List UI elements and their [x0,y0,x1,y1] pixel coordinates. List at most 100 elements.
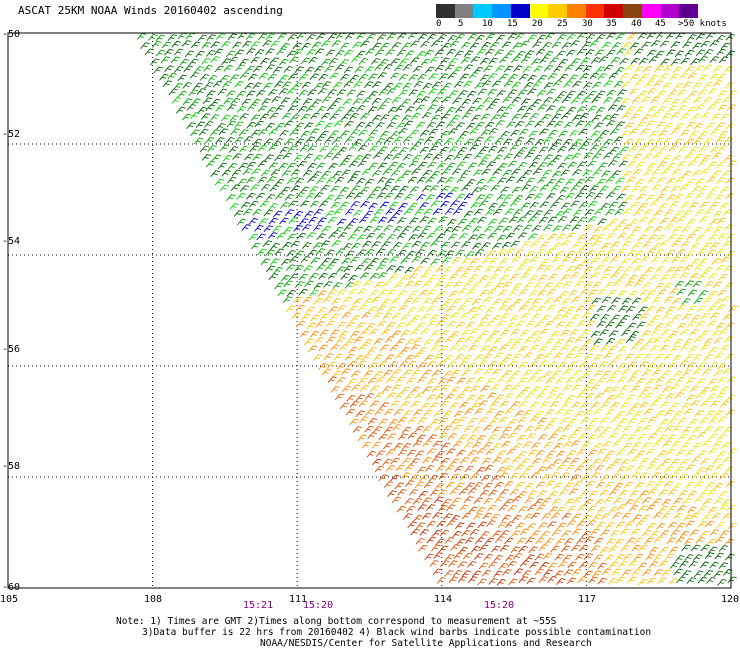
wind-barb [496,578,507,586]
wind-barb [618,560,628,568]
wind-barb [703,425,714,433]
wind-barb [392,241,403,249]
wind-barb [700,168,711,176]
wind-barb [460,312,470,320]
wind-barb [463,425,474,432]
wind-barb [562,424,573,432]
wind-barb [537,433,548,441]
wind-barb [447,34,457,42]
wind-barb [378,289,389,297]
wind-barb [623,266,634,274]
wind-barb [173,82,183,90]
wind-barb [609,128,620,136]
wind-barb [469,258,480,265]
wind-barb [332,97,342,105]
wind-barb [603,352,613,360]
wind-barb [461,257,471,265]
wind-barb [666,537,676,545]
wind-barb [481,154,491,161]
wind-barb [470,201,480,209]
wind-barb [410,57,420,64]
wind-barb [708,447,718,455]
wind-barb [541,385,551,393]
wind-barb [313,154,324,162]
wind-barb [559,186,569,194]
wind-barb [556,578,566,585]
wind-barb [566,106,577,114]
wind-barb [644,266,655,274]
wind-barb [567,505,577,513]
wind-barb [561,457,572,465]
wind-barb [570,58,581,65]
wind-barb [666,434,677,442]
wind-barb [713,298,724,306]
wind-barb [326,176,336,184]
wind-barb [452,530,462,538]
wind-barb [616,48,626,55]
wind-barb [364,121,375,129]
wind-barb [580,329,591,337]
wind-barb [520,112,531,120]
wind-barb [666,49,676,57]
wind-barb [324,353,334,360]
wind-barb [650,96,661,104]
wind-barb [594,264,604,272]
wind-barb [272,66,283,74]
wind-barb [377,162,388,170]
wind-barb [347,176,357,184]
wind-barb [621,154,632,162]
wind-barb [363,297,374,305]
wind-barb [461,512,472,520]
wind-barb [583,409,593,417]
wind-barb [488,127,499,135]
wind-barb [663,353,673,361]
wind-barb [705,32,716,40]
wind-barb [430,330,441,337]
wind-barb [531,58,541,66]
wind-barb [615,177,625,185]
wind-barb [667,505,677,513]
wind-barb [281,81,292,89]
wind-barb [653,80,663,87]
wind-barb [557,215,568,223]
wind-barb [573,352,584,360]
wind-barb [419,216,429,224]
wind-barb [500,186,510,194]
wind-barb [396,322,406,329]
wind-barb [709,561,719,569]
wind-barb [554,426,564,434]
wind-barb [328,57,339,65]
wind-barb [693,570,704,578]
wind-barb [273,137,284,145]
wind-barb [485,103,496,111]
wind-barb [564,538,574,545]
wind-barb [463,193,474,201]
wind-barb [587,90,597,98]
wind-barb [650,314,661,322]
wind-barb [536,248,546,256]
wind-barb [628,504,639,512]
wind-barb [690,544,701,552]
wind-barb [633,553,644,561]
wind-barb [719,504,729,511]
wind-barb [385,464,396,472]
wind-barb [274,192,285,200]
wind-barb [388,360,399,368]
wind-barb [164,65,174,72]
wind-barb [518,576,529,583]
wind-barb [604,281,615,289]
wind-barb [390,72,400,80]
wind-barb [434,64,445,72]
wind-barb [412,98,423,105]
wind-barb [708,546,718,554]
wind-barb [339,402,350,410]
wind-barb [391,496,402,504]
wind-barb [590,545,601,552]
wind-barb [467,449,478,457]
wind-barb [325,49,336,57]
wind-barb [648,56,659,63]
wind-barb [643,208,653,216]
wind-barb [151,40,162,48]
wind-barb [617,362,627,370]
wind-barb [711,458,722,465]
